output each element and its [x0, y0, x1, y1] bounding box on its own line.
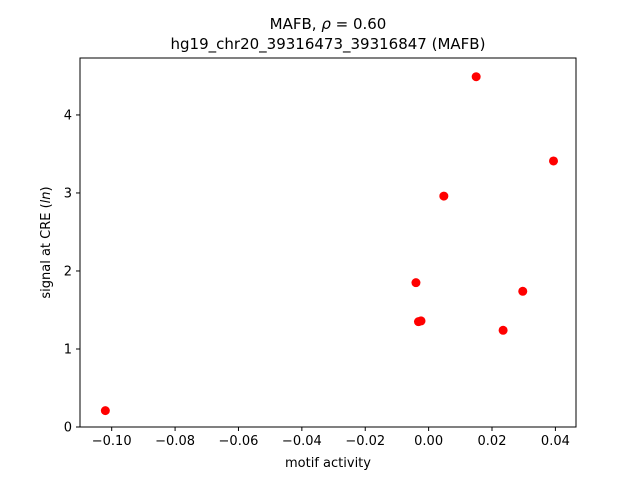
y-tick-label: 3 [64, 186, 72, 201]
x-tick-label: −0.06 [219, 434, 259, 449]
x-tick-label: 0.02 [478, 434, 507, 449]
plot-frame [79, 57, 577, 428]
data-point [498, 325, 508, 335]
data-point [439, 191, 449, 201]
y-axis-ticks: 0 1 2 3 4 [64, 108, 80, 436]
y-tick-label: 1 [64, 342, 72, 357]
data-point [416, 316, 426, 326]
y-tick-label: 0 [64, 421, 72, 436]
x-tick-label: −0.04 [282, 434, 322, 449]
data-point [100, 406, 110, 416]
x-tick-label: −0.02 [345, 434, 385, 449]
x-tick-label: 0.00 [414, 434, 443, 449]
y-axis-label: signal at CRE (ln) [39, 186, 54, 298]
x-axis-label: motif activity [285, 456, 371, 471]
x-tick-label: 0.04 [541, 434, 570, 449]
data-point [411, 278, 421, 288]
chart-title-line1: MAFB, ρ = 0.60 [270, 15, 387, 33]
data-point [549, 156, 558, 166]
x-tick-label: −0.10 [92, 434, 132, 449]
data-point [471, 72, 481, 82]
x-axis-ticks: −0.10 −0.08 −0.06 −0.04 −0.02 0.00 0.02 0.04 [92, 427, 570, 449]
points-layer [100, 72, 558, 416]
y-tick-label: 2 [64, 264, 72, 279]
x-tick-label: −0.08 [155, 434, 195, 449]
data-point [518, 286, 528, 296]
chart-title-line2: hg19_chr20_39316473_39316847 (MAFB) [171, 35, 486, 54]
y-tick-label: 4 [64, 108, 72, 123]
